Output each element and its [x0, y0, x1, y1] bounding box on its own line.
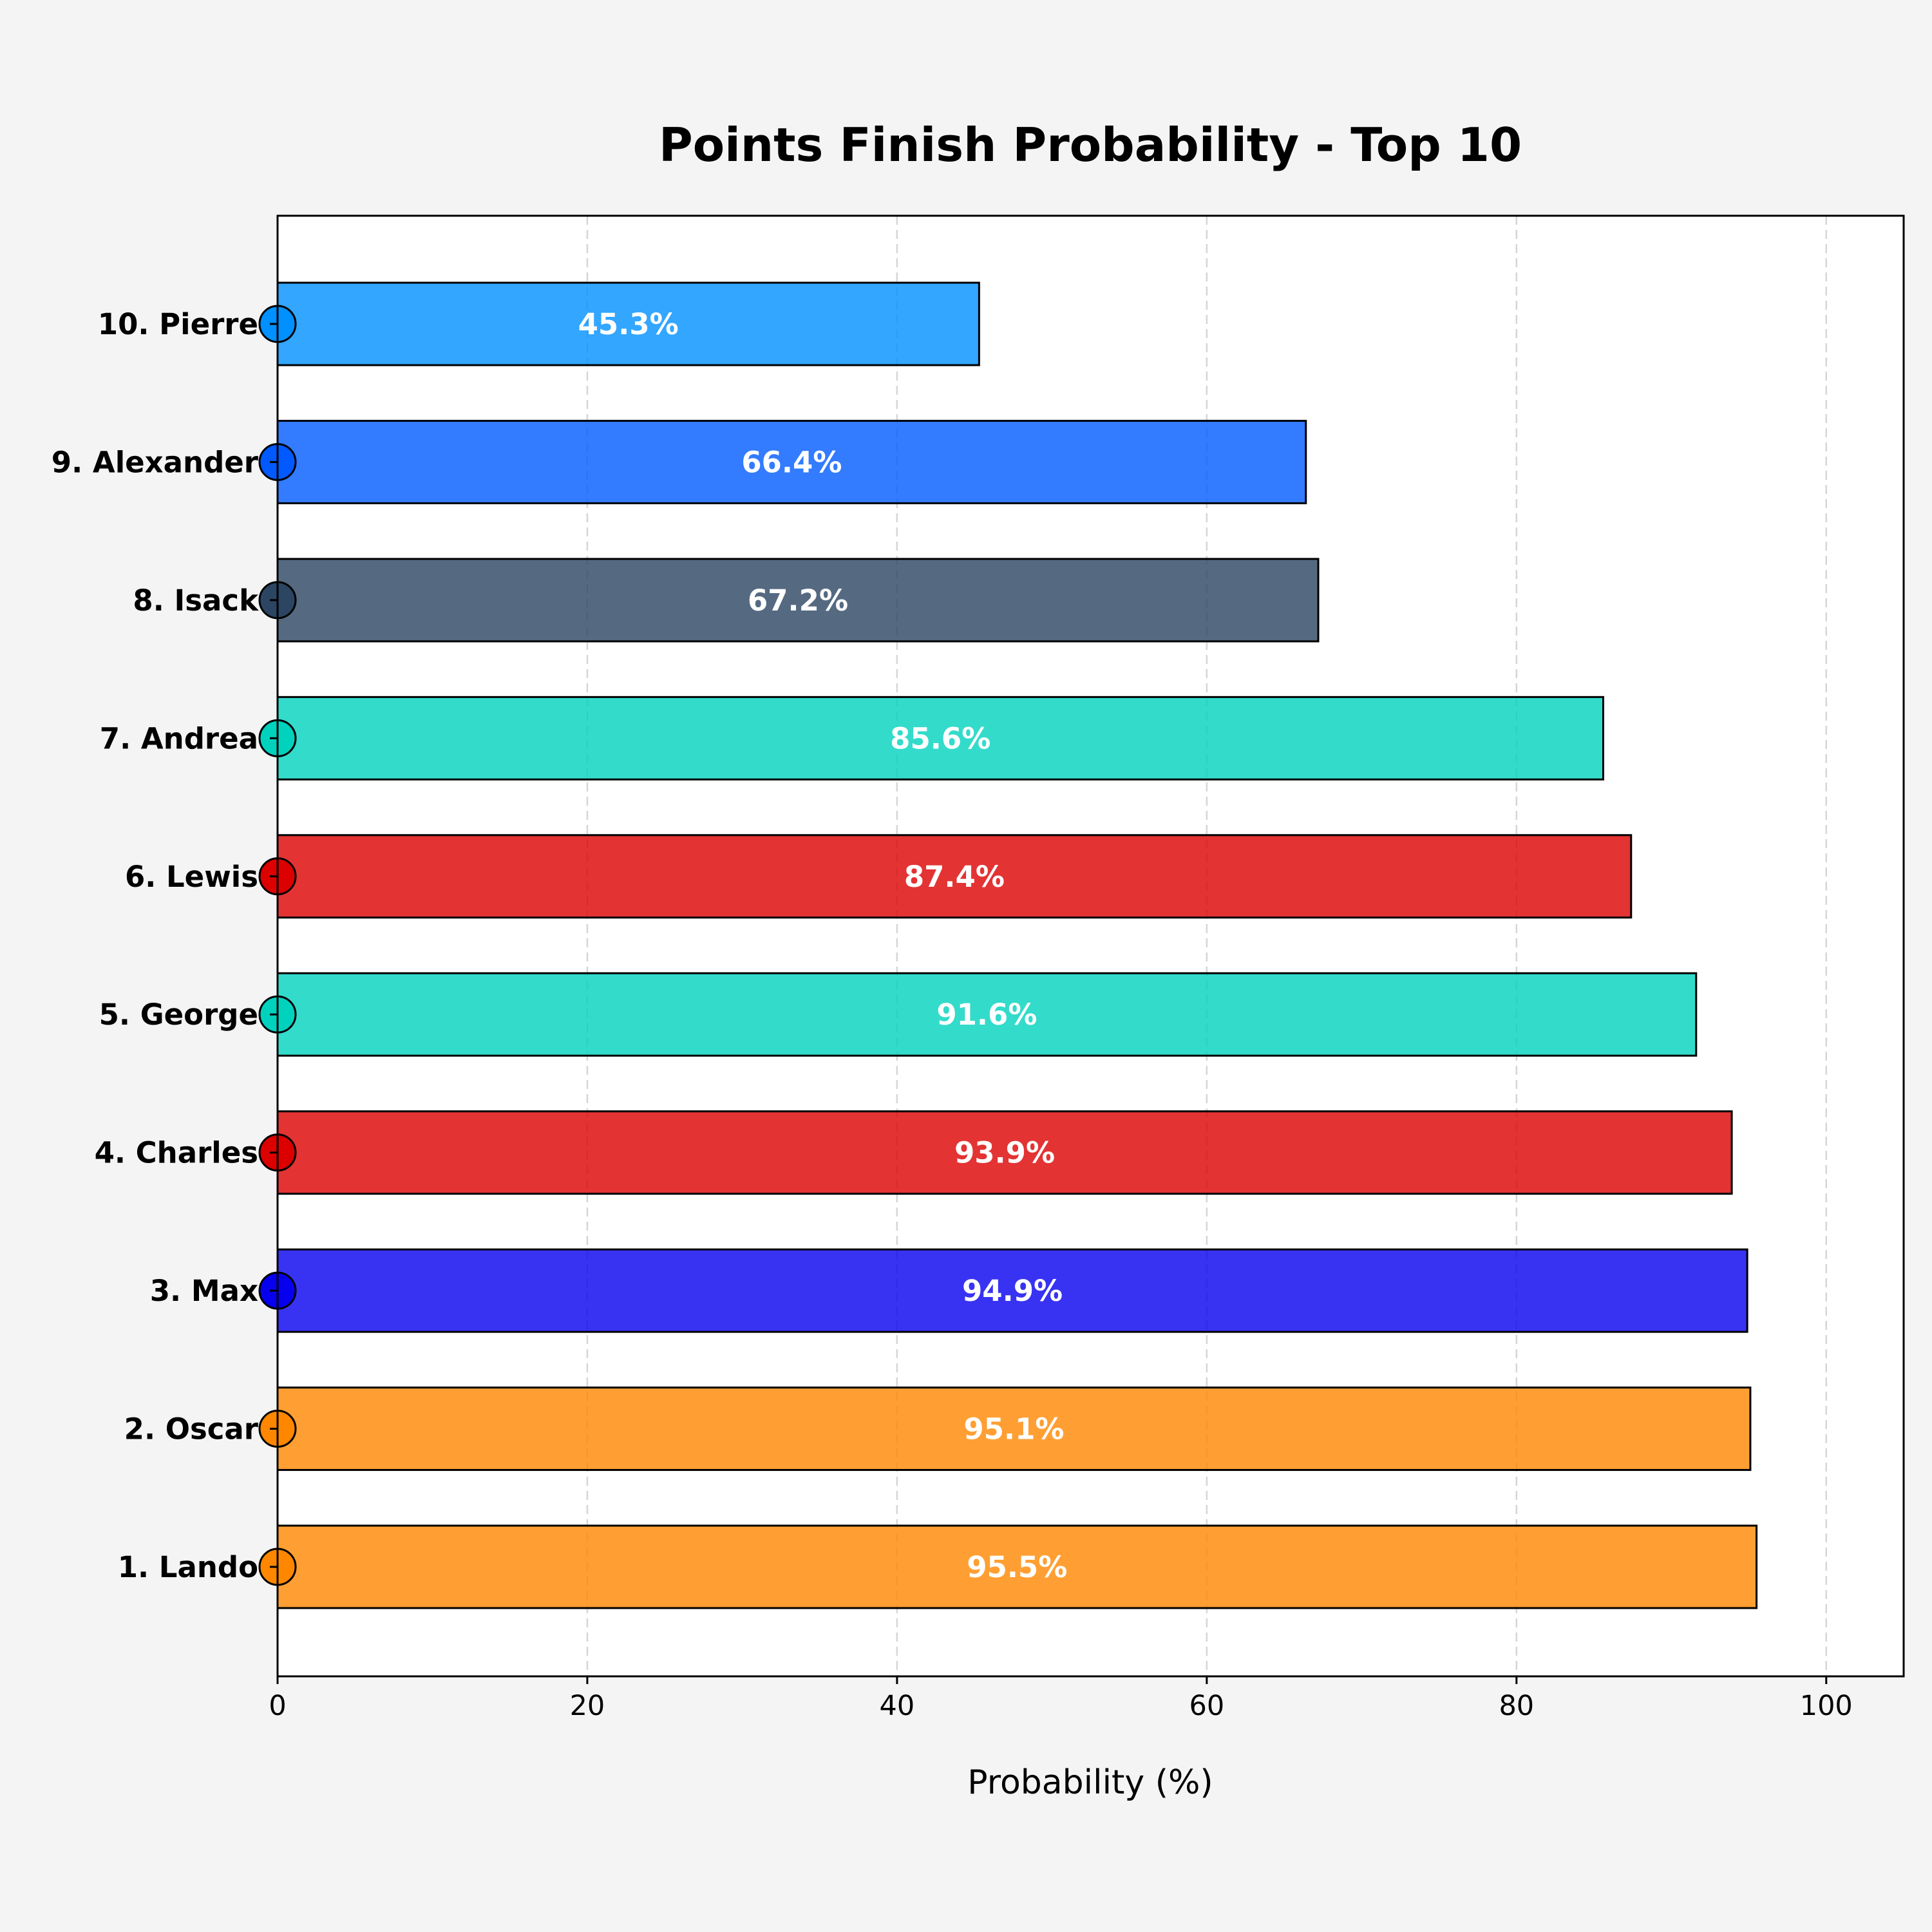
- bar-value-label-2: 95.1%: [963, 1412, 1064, 1446]
- bar-value-label-9: 66.4%: [741, 445, 842, 479]
- y-tick-label-3: 3. Max: [150, 1274, 258, 1308]
- x-tick-label-0: 0: [269, 1690, 286, 1722]
- bar-value-label-5: 91.6%: [936, 998, 1037, 1032]
- bar-6: [276, 834, 1633, 919]
- bar-value-label-7: 85.6%: [890, 721, 990, 755]
- x-tick-label-20: 20: [570, 1690, 605, 1722]
- bar-5: [276, 972, 1698, 1057]
- x-tick-label-100: 100: [1800, 1690, 1853, 1722]
- bar-3: [276, 1248, 1748, 1333]
- bar-9: [276, 419, 1307, 504]
- x-axis: 0 20 40 60 80 100: [269, 1676, 1853, 1722]
- y-tick-label-6: 6. Lewis: [125, 860, 258, 894]
- x-axis-label: Probability (%): [967, 1763, 1213, 1802]
- bar-7: [276, 696, 1604, 781]
- bar-value-label-8: 67.2%: [748, 583, 848, 618]
- bars: [276, 281, 1758, 1609]
- plot-frame: [276, 214, 1905, 1678]
- y-tick-label-7: 7. Andrea: [100, 721, 258, 755]
- y-tick-label-5: 5. George: [99, 998, 258, 1032]
- chart-title: Points Finish Probability - Top 10: [659, 118, 1522, 172]
- bar-value-label-6: 87.4%: [904, 860, 1005, 894]
- x-tick-label-60: 60: [1189, 1690, 1224, 1722]
- bar-4: [276, 1110, 1733, 1195]
- y-tick-label-4: 4. Charles: [95, 1136, 258, 1170]
- x-tick-label-80: 80: [1499, 1690, 1534, 1722]
- bar-value-label-10: 45.3%: [578, 307, 679, 341]
- bar-value-label-1: 95.5%: [967, 1550, 1067, 1584]
- x-tick-label-40: 40: [880, 1690, 915, 1722]
- bar-value-label-3: 94.9%: [962, 1274, 1063, 1308]
- y-tick-label-10: 10. Pierre: [98, 307, 258, 341]
- bar-value-labels: 95.5% 95.1% 94.9% 93.9% 91.6% 87.4% 85.6% 67.2%…: [578, 307, 1068, 1584]
- y-tick-label-2: 2. Oscar: [124, 1412, 259, 1446]
- bar-10: [276, 281, 980, 366]
- bar-2: [276, 1387, 1752, 1472]
- y-tick-label-9: 9. Alexander: [52, 445, 259, 479]
- y-tick-label-8: 8. Isack: [133, 583, 259, 618]
- y-axis: 1. Lando 2. Oscar 3. Max 4. Charles 5. Georg…: [52, 307, 278, 1584]
- bar-8: [276, 558, 1320, 643]
- bar-value-label-4: 93.9%: [954, 1136, 1055, 1170]
- y-tick-label-1: 1. Lando: [118, 1550, 258, 1584]
